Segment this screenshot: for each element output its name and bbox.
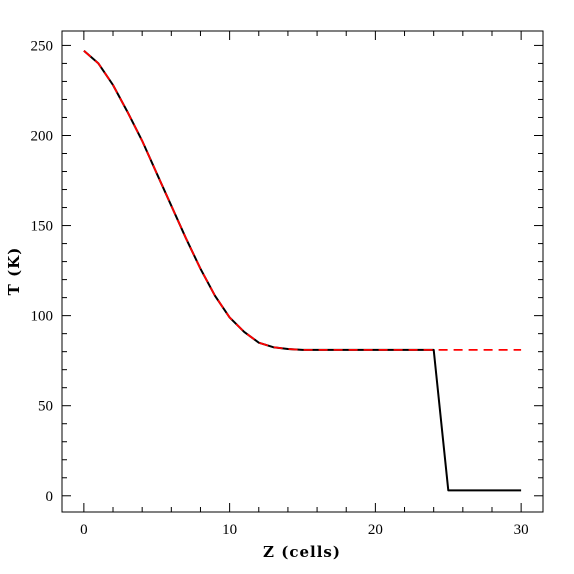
series-group xyxy=(83,50,522,492)
series-line-dashed xyxy=(83,50,522,351)
x-axis-title: Z (cells) xyxy=(263,543,341,561)
x-tick-label: 20 xyxy=(368,522,383,538)
x-tick-label: 10 xyxy=(222,522,237,538)
y-tick-label: 50 xyxy=(38,399,53,415)
y-tick-label: 200 xyxy=(31,128,54,144)
y-tick-label: 150 xyxy=(31,219,54,235)
y-tick-label: 250 xyxy=(31,38,54,54)
x-tick-label: 0 xyxy=(80,522,88,538)
y-axis-title: T (K) xyxy=(5,247,23,296)
y-tick-label: 100 xyxy=(31,309,54,325)
y-tick-label: 0 xyxy=(46,489,54,505)
x-tick-label: 30 xyxy=(514,522,529,538)
axis-ticks xyxy=(62,31,543,512)
series-line-solid xyxy=(83,50,522,492)
plot-frame xyxy=(61,30,544,513)
tick-labels: 0 10 20 30 0 50 100 150 200 250 xyxy=(31,38,529,538)
